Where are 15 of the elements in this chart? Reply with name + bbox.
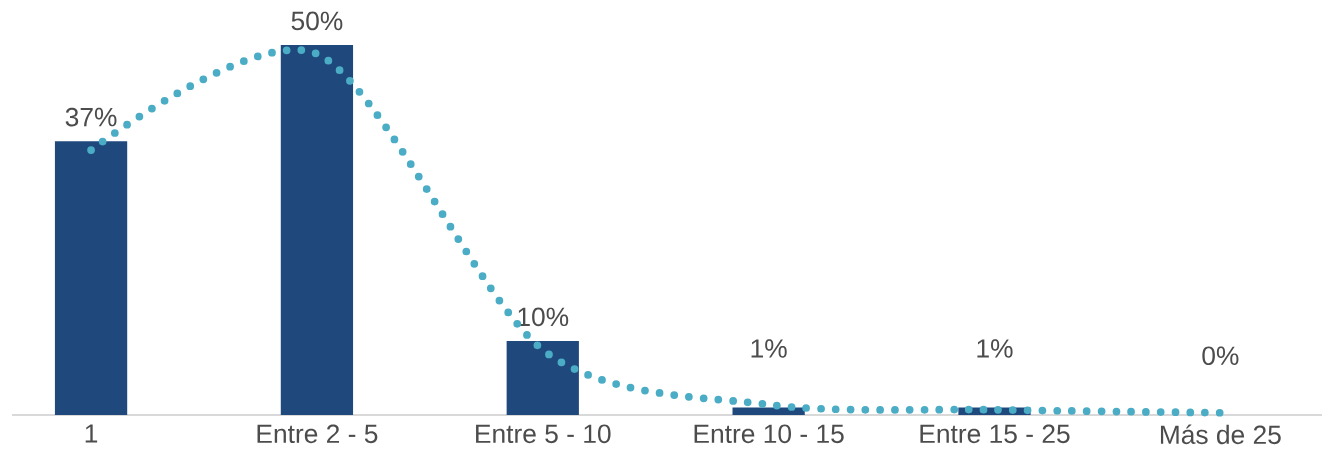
bar <box>506 340 579 415</box>
data-label: 0% <box>1202 346 1239 366</box>
data-label: 1% <box>751 339 787 358</box>
x-tick-label: Entre 15 - 25 <box>920 424 1070 444</box>
data-label: 10% <box>518 307 569 327</box>
data-label: 1% <box>977 339 1013 358</box>
x-tick-label: Entre 2 - 5 <box>257 424 378 444</box>
data-label: 37% <box>65 107 117 127</box>
bar <box>54 141 128 415</box>
x-tick-label: Entre 5 - 10 <box>476 424 611 444</box>
x-tick-label: Más de 25 <box>1160 424 1281 445</box>
x-tick-label: 1 <box>85 424 98 443</box>
bar <box>280 45 354 415</box>
data-label: 50% <box>291 11 343 31</box>
x-tick-label: Entre 10 - 15 <box>694 424 844 444</box>
